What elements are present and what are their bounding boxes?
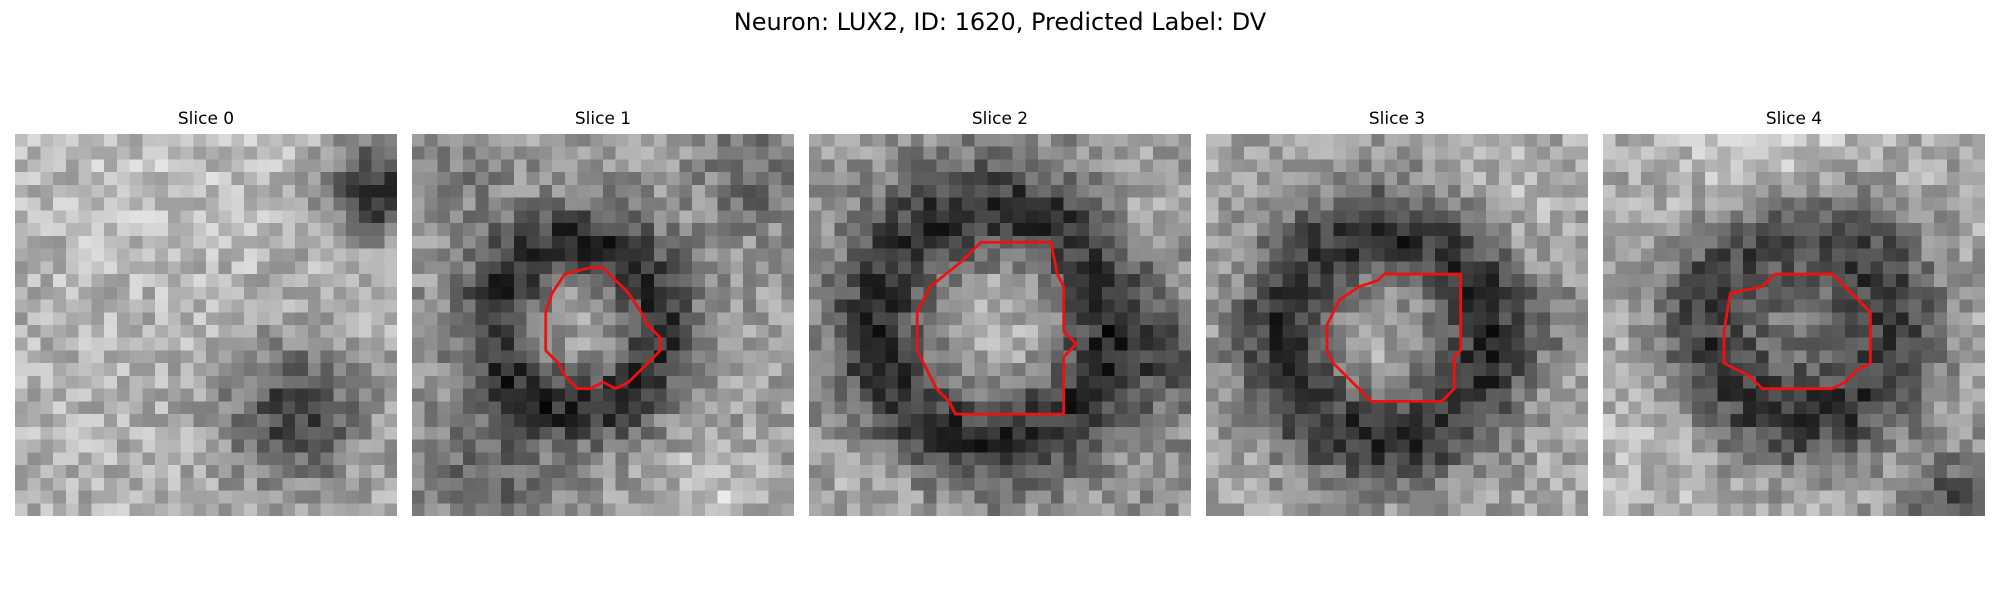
- slice-3-pixels: [1206, 134, 1588, 516]
- slice-1-image: [412, 134, 794, 516]
- slice-3-image: [1206, 134, 1588, 516]
- slice-0-pixels: [15, 134, 397, 516]
- slice-2-title: Slice 2: [971, 109, 1029, 129]
- slice-3-canvas: [1206, 134, 1588, 516]
- slice-1-pixels: [412, 134, 794, 516]
- slice-4-pixels: [1603, 134, 1985, 516]
- slice-0-title: Slice 0: [177, 109, 235, 129]
- slice-0-canvas: [15, 134, 397, 516]
- slice-4-canvas: [1603, 134, 1985, 516]
- slice-4-image: [1603, 134, 1985, 516]
- slice-2-pixels: [809, 134, 1191, 516]
- slice-2-canvas: [809, 134, 1191, 516]
- figure-title: Neuron: LUX2, ID: 1620, Predicted Label:…: [733, 8, 1267, 36]
- slice-4-contour: [1722, 272, 1872, 391]
- slice-1-title: Slice 1: [574, 109, 632, 129]
- slice-2-image: [809, 134, 1191, 516]
- slice-2-contour: [915, 240, 1078, 416]
- slice-4-title: Slice 4: [1765, 109, 1823, 129]
- slice-1-canvas: [412, 134, 794, 516]
- slice-3-contour: [1325, 272, 1463, 403]
- slice-3-title: Slice 3: [1368, 109, 1426, 129]
- slice-1-contour: [544, 266, 662, 391]
- slice-0-image: [15, 134, 397, 516]
